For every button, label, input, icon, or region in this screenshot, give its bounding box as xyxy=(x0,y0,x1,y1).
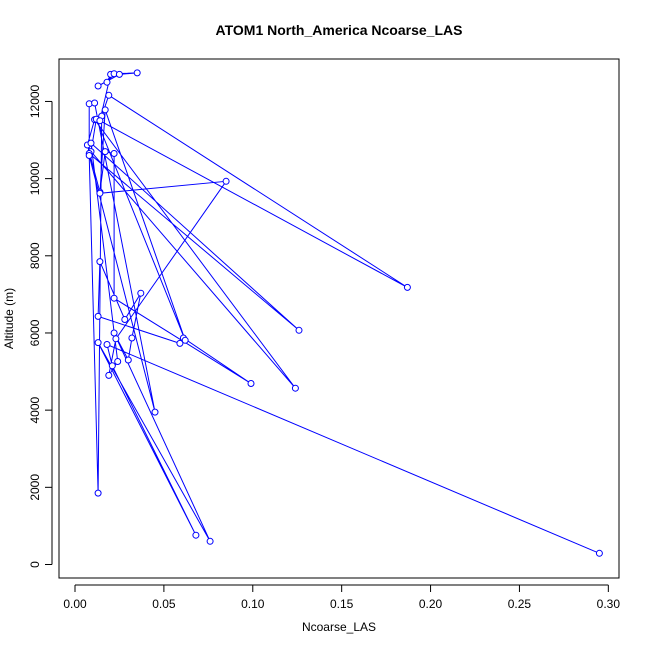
data-point xyxy=(176,339,184,347)
data-point xyxy=(103,341,111,348)
data-point xyxy=(291,384,299,392)
data-point xyxy=(94,339,102,347)
data-point xyxy=(85,152,93,159)
y-tick-label: 0 xyxy=(28,561,42,568)
data-point xyxy=(403,283,411,291)
data-point xyxy=(110,294,118,302)
data-point xyxy=(222,177,230,185)
data-point xyxy=(114,358,122,365)
data-point xyxy=(91,99,99,107)
x-tick-label: 0.15 xyxy=(330,597,354,611)
data-point xyxy=(94,489,102,497)
x-tick-label: 0.00 xyxy=(63,597,87,611)
y-tick-label: 10000 xyxy=(28,162,42,196)
data-point xyxy=(121,316,129,323)
plot-frame xyxy=(58,58,620,579)
series-polyline xyxy=(86,72,600,554)
data-point xyxy=(124,356,132,364)
data-point xyxy=(128,334,136,342)
data-point xyxy=(137,289,145,297)
y-tick-label: 2000 xyxy=(28,474,42,501)
data-point xyxy=(192,531,200,539)
data-point xyxy=(103,78,111,86)
data-point xyxy=(101,148,109,156)
y-tick-label: 12000 xyxy=(28,84,42,118)
data-point xyxy=(595,549,603,557)
x-axis: 0.00 0.05 0.10 0.15 0.20 0.25 0.30 xyxy=(63,584,621,611)
data-point xyxy=(181,336,189,344)
y-tick-label: 4000 xyxy=(28,396,42,423)
x-tick-label: 0.20 xyxy=(419,597,443,611)
y-tick-label: 8000 xyxy=(28,242,42,269)
data-point xyxy=(247,380,255,387)
x-tick-label: 0.10 xyxy=(241,597,265,611)
data-point xyxy=(105,371,113,379)
data-point xyxy=(206,537,214,545)
data-point xyxy=(133,69,141,77)
data-point xyxy=(108,362,116,370)
data-point xyxy=(96,258,104,266)
x-tick-label: 0.30 xyxy=(597,597,621,611)
series-line xyxy=(86,72,600,554)
data-point xyxy=(87,139,95,147)
data-point xyxy=(96,189,104,197)
data-point xyxy=(295,326,303,334)
x-tick-label: 0.25 xyxy=(508,597,532,611)
data-point xyxy=(94,82,102,90)
series-points xyxy=(83,69,603,557)
data-point xyxy=(151,408,159,416)
data-point xyxy=(105,91,113,99)
chart-title: ATOM1 North_America Ncoarse_LAS xyxy=(216,22,463,38)
data-point xyxy=(96,117,104,125)
x-axis-label: Ncoarse_LAS xyxy=(302,620,376,634)
data-point xyxy=(101,106,109,114)
data-point xyxy=(110,329,118,337)
y-axis-label: Altitude (m) xyxy=(2,288,16,349)
data-point xyxy=(110,150,118,157)
x-tick-label: 0.05 xyxy=(152,597,176,611)
y-tick-label: 6000 xyxy=(28,319,42,346)
data-point xyxy=(94,312,102,320)
data-point xyxy=(112,335,120,343)
data-point xyxy=(115,70,123,78)
y-axis: 0 2000 4000 6000 8000 10000 12000 xyxy=(28,84,53,568)
